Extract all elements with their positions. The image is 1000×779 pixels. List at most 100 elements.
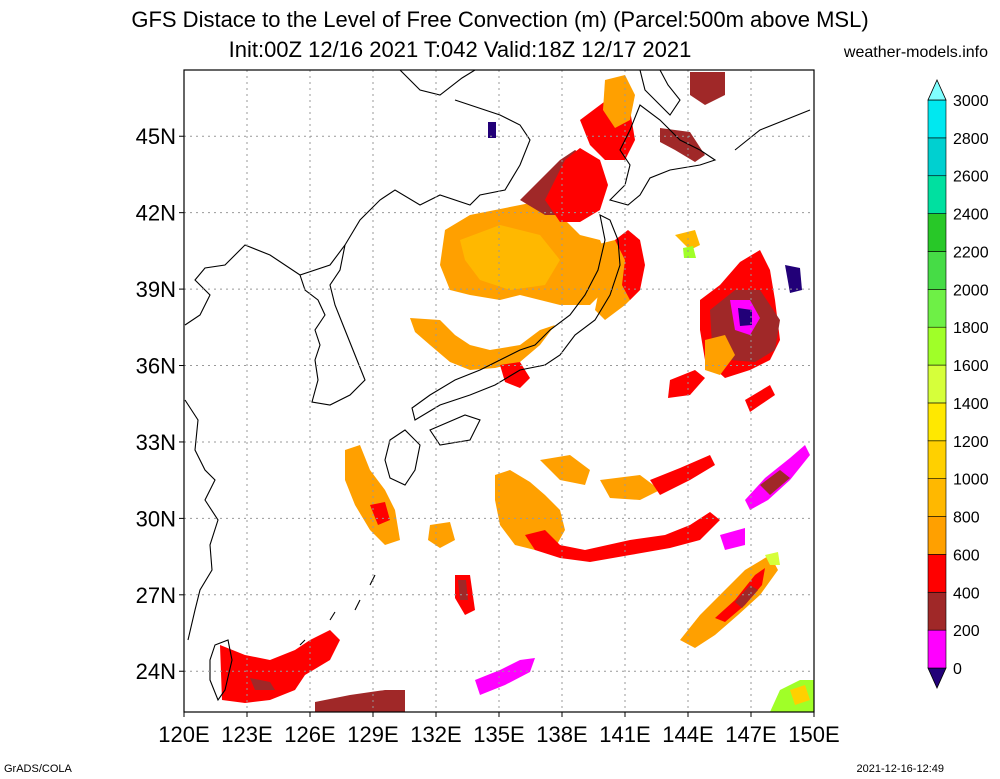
field-patch <box>668 370 705 398</box>
coastline-china-east <box>184 399 219 641</box>
field-patch <box>370 502 390 525</box>
latitude-labels: 24N 27N 30N 33N 36N 39N 42N 45N <box>136 124 176 684</box>
chart-title: GFS Distace to the Level of Free Convect… <box>131 7 869 32</box>
coastline-kuril <box>734 109 811 151</box>
axis-ticks <box>179 135 815 717</box>
field-patch <box>675 230 700 250</box>
colorbar-swatch <box>927 326 947 366</box>
chart-subtitle: Init:00Z 12/16 2021 T:042 Valid:18Z 12/1… <box>228 37 692 62</box>
field-patch <box>660 128 705 162</box>
coastline-shikoku <box>429 414 481 446</box>
colorbar-arrow-low <box>927 667 947 689</box>
field-patch <box>765 552 780 565</box>
field-patch <box>615 230 645 300</box>
colorbar-swatch <box>927 364 947 404</box>
colorbar-swatch <box>927 478 947 517</box>
coastlines <box>184 70 811 702</box>
lon-label: 126E <box>284 722 335 747</box>
field-patch <box>715 568 765 622</box>
field-patch <box>603 75 635 128</box>
field-patch <box>738 308 752 326</box>
colorbar-swatch <box>927 137 947 177</box>
field-patch <box>545 148 608 222</box>
lon-label: 150E <box>788 722 839 747</box>
colorbar-swatch <box>927 629 947 669</box>
lon-label: 135E <box>473 722 524 747</box>
field-patch <box>488 122 496 138</box>
field-patch <box>680 555 778 648</box>
colorbar-arrow-high <box>927 79 947 101</box>
coastline-hokkaido <box>608 104 717 206</box>
colorbar-label: 2400 <box>953 207 989 224</box>
colorbar-swatch <box>927 251 947 290</box>
colorbar-swatch <box>927 175 947 214</box>
colorbar-swatch <box>927 440 947 479</box>
coastline-mainland <box>184 70 531 326</box>
colorbar-swatch <box>927 516 947 555</box>
field-patch <box>760 470 790 495</box>
colorbar-label: 2800 <box>953 131 989 148</box>
lat-label: 39N <box>136 277 176 302</box>
lon-label: 147E <box>725 722 776 747</box>
footer-timestamp: 2021-12-16-12:49 <box>856 763 944 775</box>
field-patch <box>525 512 720 562</box>
lon-label: 138E <box>536 722 587 747</box>
colorbar-label: 400 <box>953 585 980 602</box>
field-patch <box>745 385 775 412</box>
lat-label: 24N <box>136 659 176 684</box>
site-credit: weather-models.info <box>843 44 988 61</box>
lon-label: 120E <box>158 722 209 747</box>
field-patch <box>315 690 405 712</box>
field-patch <box>690 72 725 105</box>
colorbar-label: 1000 <box>953 472 989 489</box>
colorbar: 0 200 400 600 800 1000 1200 1400 1600 1800 2000 220… <box>927 79 989 689</box>
coastline-honshu <box>411 214 621 421</box>
colorbar-label: 1200 <box>953 434 989 451</box>
colorbar-swatch <box>927 402 947 442</box>
colorbar-label: 200 <box>953 623 980 640</box>
field-patch <box>790 685 810 705</box>
field-patch <box>600 475 660 500</box>
lon-label: 129E <box>347 722 398 747</box>
colorbar-label: 2000 <box>953 282 989 299</box>
colorbar-label: 0 <box>953 661 962 678</box>
field-patch <box>250 678 275 690</box>
coastline-ryukyu <box>299 574 376 646</box>
lat-label: 33N <box>136 430 176 455</box>
colorbar-label: 3000 <box>953 93 989 110</box>
lat-label: 30N <box>136 506 176 531</box>
lon-label: 144E <box>662 722 713 747</box>
colorbar-swatch <box>927 591 947 631</box>
lon-label: 141E <box>599 722 650 747</box>
coastline-sakhalin <box>639 70 681 116</box>
field-patch <box>683 246 696 258</box>
colorbar-label: 2600 <box>953 169 989 186</box>
footer-software: GrADS/COLA <box>4 763 72 775</box>
field-patch <box>785 265 802 293</box>
graticule <box>184 70 814 712</box>
field-patch <box>705 335 735 375</box>
field-patch <box>460 225 560 290</box>
longitude-labels: 120E 123E 126E 129E 132E 135E 138E 141E 144E 147E… <box>158 722 839 747</box>
field-patch <box>540 455 590 485</box>
colorbar-label: 2200 <box>953 244 989 261</box>
colorbar-swatch <box>927 554 947 593</box>
convection-field <box>220 72 814 712</box>
colorbar-label: 1600 <box>953 358 989 375</box>
field-patch <box>735 585 758 608</box>
field-patch <box>220 630 340 703</box>
colorbar-swatch <box>927 289 947 328</box>
field-patch <box>410 318 555 370</box>
coastline-kyushu <box>384 429 421 486</box>
colorbar-swatch <box>927 213 947 252</box>
field-patch <box>428 522 455 548</box>
field-patch <box>720 528 745 550</box>
colorbar-label: 800 <box>953 510 980 527</box>
field-patch <box>500 362 530 388</box>
lat-label: 42N <box>136 201 176 226</box>
field-patch <box>650 455 715 495</box>
field-patch <box>495 470 565 550</box>
colorbar-swatch <box>927 99 947 139</box>
lat-label: 45N <box>136 124 176 149</box>
